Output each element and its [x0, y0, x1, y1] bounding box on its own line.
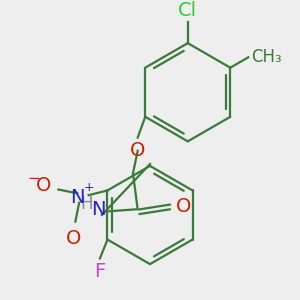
- Text: O: O: [176, 197, 191, 216]
- Text: O: O: [66, 229, 81, 248]
- Text: N: N: [91, 200, 106, 219]
- Text: CH₃: CH₃: [251, 48, 282, 66]
- Text: −: −: [27, 171, 40, 186]
- Text: +: +: [83, 181, 94, 194]
- Text: Cl: Cl: [178, 1, 197, 20]
- Text: O: O: [35, 176, 51, 195]
- Text: N: N: [70, 188, 85, 207]
- Text: H: H: [80, 195, 93, 213]
- Text: F: F: [94, 262, 106, 281]
- Text: O: O: [130, 141, 146, 160]
